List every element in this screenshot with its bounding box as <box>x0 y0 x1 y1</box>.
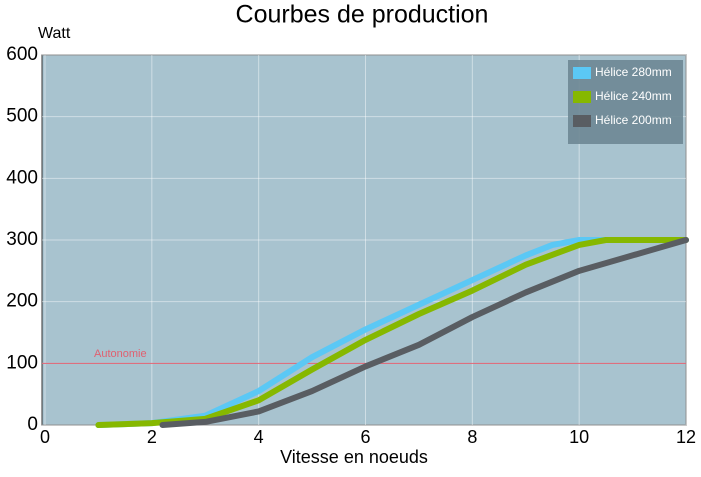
chart-title: Courbes de production <box>236 1 489 29</box>
y-tick-label: 400 <box>6 167 38 188</box>
legend-label: Hélice 240mm <box>595 89 672 103</box>
y-tick-label: 200 <box>6 291 38 312</box>
legend-swatch <box>573 91 591 103</box>
x-axis-label: Vitesse en noeuds <box>280 447 428 467</box>
x-tick-label: 0 <box>40 427 50 447</box>
y-axis-label: Watt <box>38 25 71 42</box>
y-tick-label: 0 <box>27 414 38 435</box>
x-tick-label: 6 <box>360 427 370 447</box>
reference-label: Autonomie <box>94 348 147 360</box>
x-tick-label: 4 <box>254 427 264 447</box>
y-tick-label: 600 <box>6 44 38 65</box>
series-line <box>159 237 689 428</box>
y-tick-label: 300 <box>6 229 38 250</box>
x-tick-label: 8 <box>467 427 477 447</box>
x-tick-label: 10 <box>569 427 589 447</box>
legend-swatch <box>573 67 591 79</box>
x-tick-label: 12 <box>676 427 696 447</box>
y-tick-label: 500 <box>6 106 38 127</box>
legend-swatch <box>573 115 591 127</box>
x-tick-label: 2 <box>147 427 157 447</box>
y-tick-label: 100 <box>6 352 38 373</box>
legend-label: Hélice 280mm <box>595 65 672 79</box>
legend-label: Hélice 200mm <box>595 113 672 127</box>
